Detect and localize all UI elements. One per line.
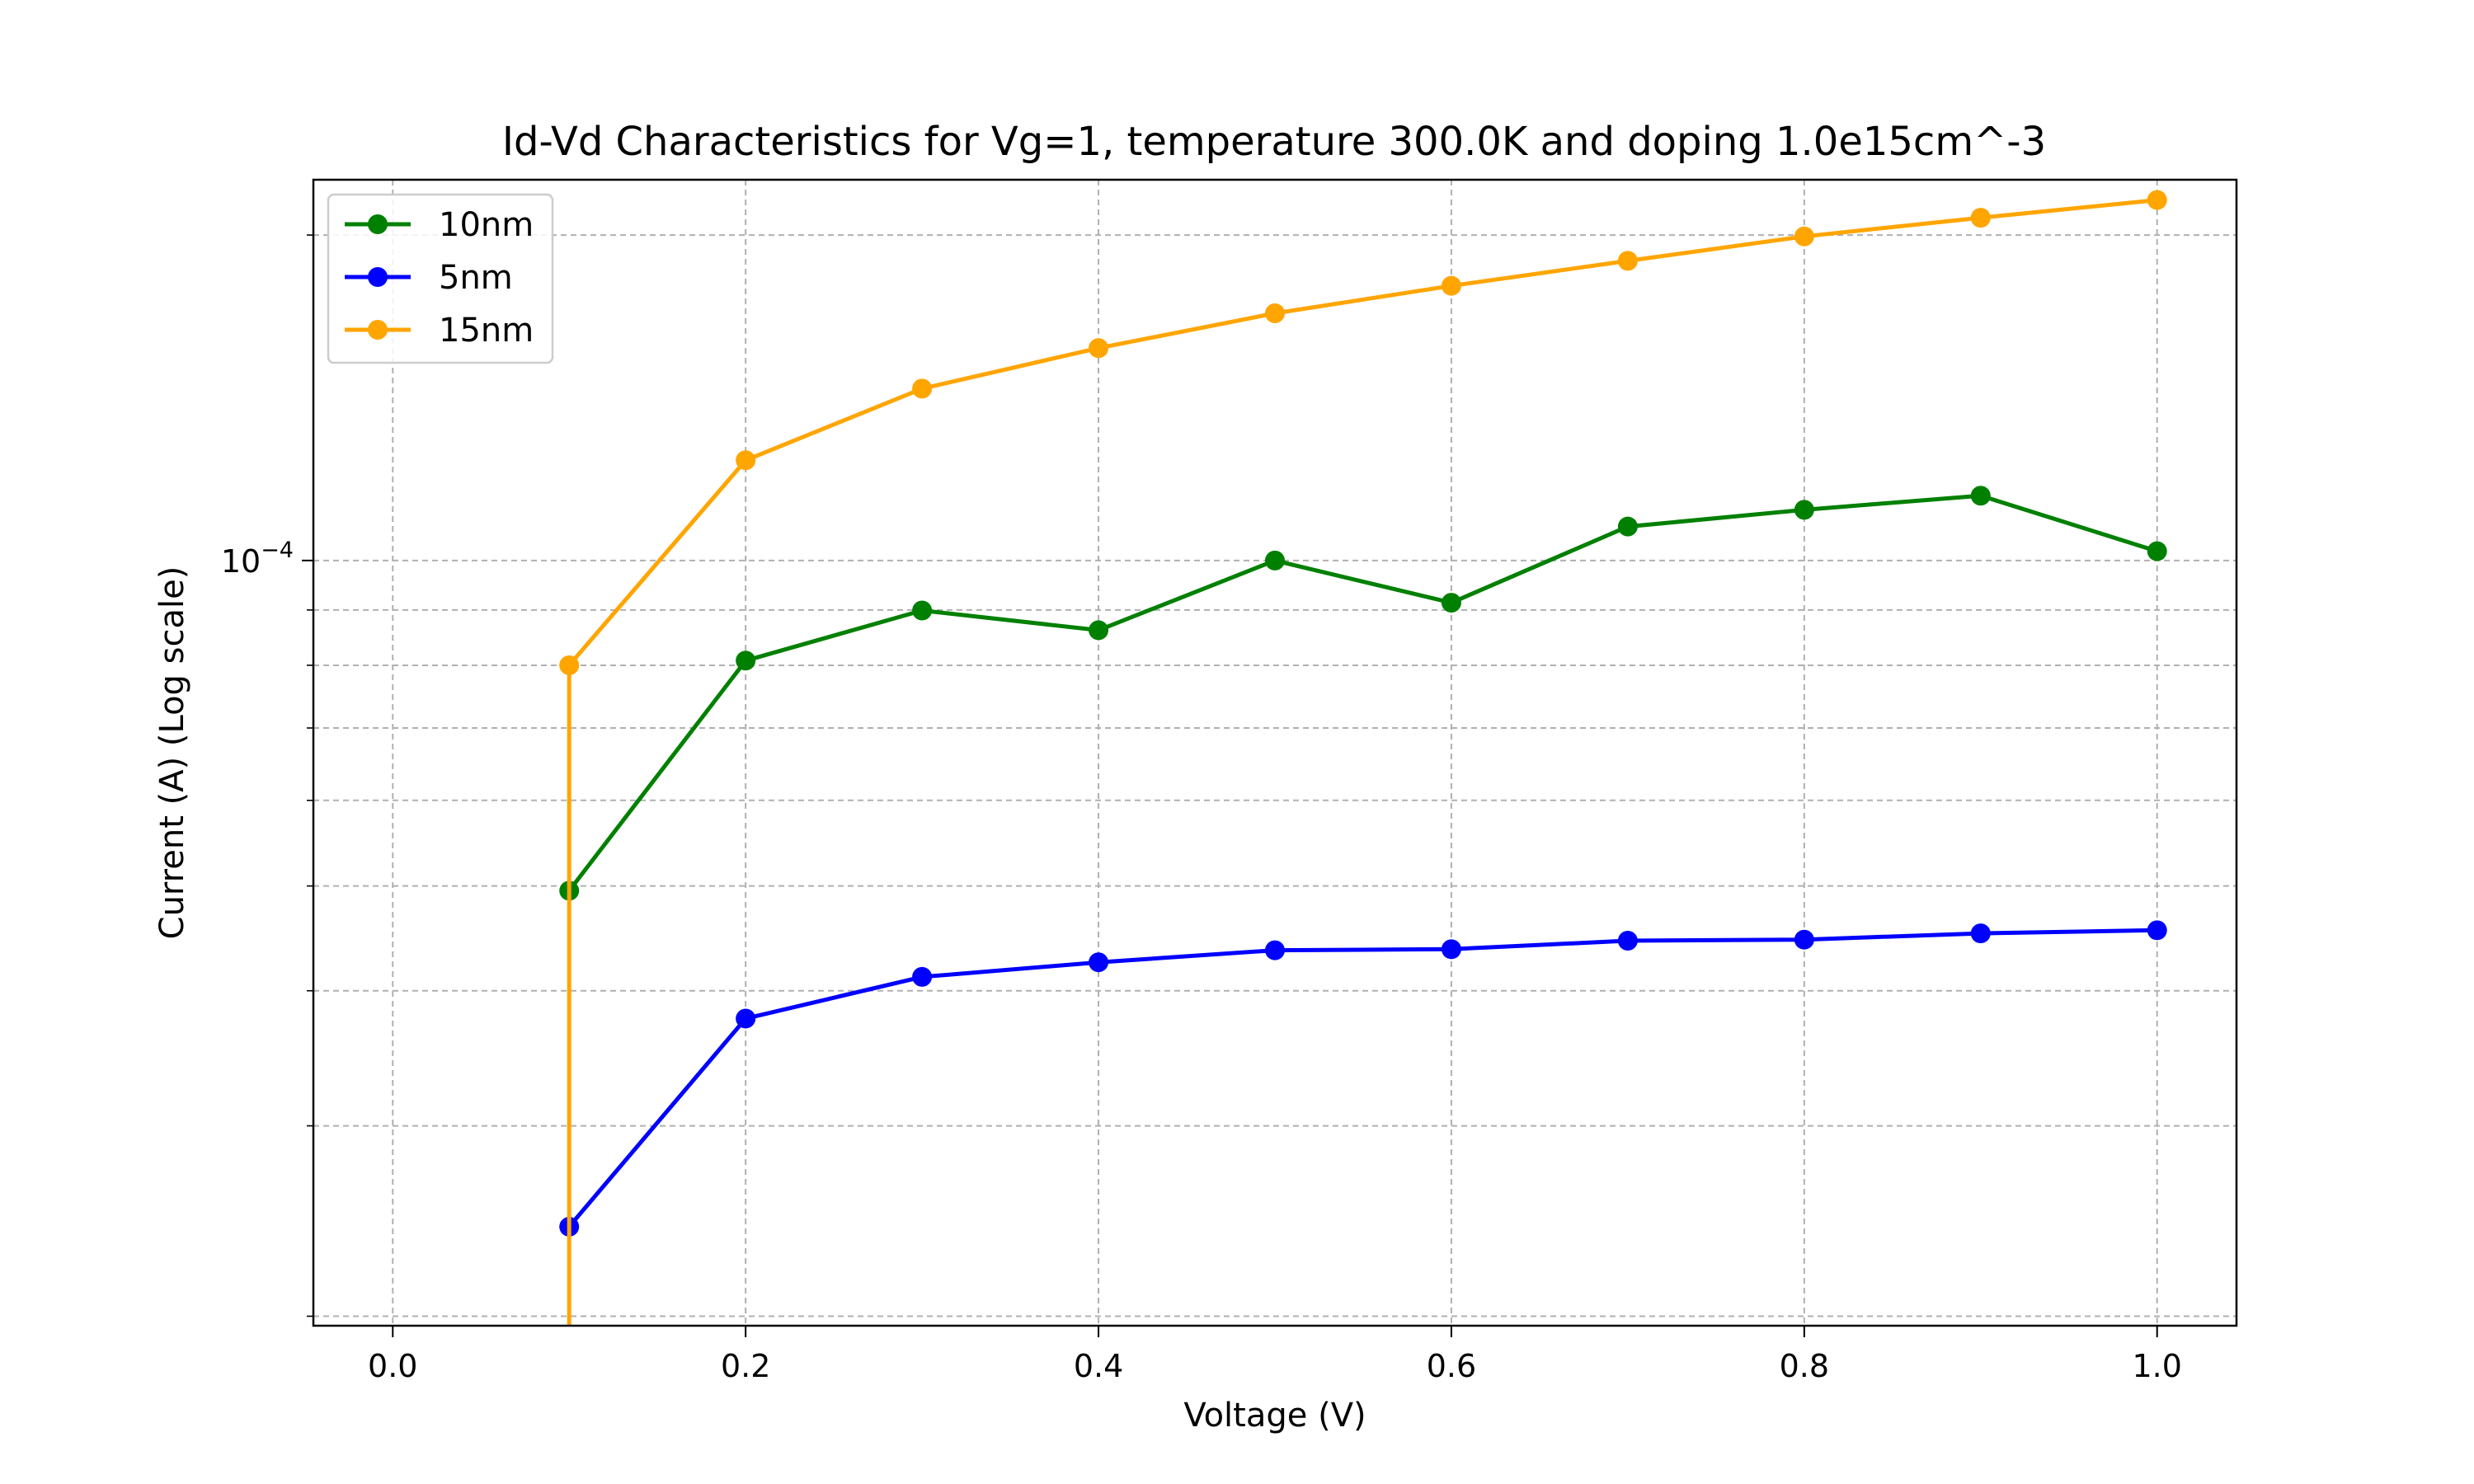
legend-marker (368, 320, 388, 340)
series-line (567, 928, 2157, 1228)
data-point (1441, 275, 1461, 296)
legend-box (327, 193, 554, 364)
data-point (1089, 620, 1109, 641)
data-point (912, 378, 933, 399)
data-point (736, 450, 756, 471)
data-point (1265, 303, 1285, 323)
series-layer (559, 190, 2167, 1326)
data-point (1970, 486, 1991, 506)
x-tick-label: 0.0 (368, 1348, 417, 1384)
data-point (912, 966, 933, 987)
y-axis-label: Current (A) (Log scale) (153, 566, 191, 940)
x-tick-label: 0.4 (1074, 1348, 1123, 1384)
legend-marker (368, 267, 388, 287)
legend-item: 15nm (345, 312, 534, 350)
data-point (736, 650, 756, 671)
data-point (1617, 251, 1638, 271)
series-10nm (559, 486, 2167, 901)
data-point (736, 1008, 756, 1029)
series-line (567, 493, 2158, 892)
data-point (1794, 500, 1814, 520)
y-tick-label: 10−4 (221, 538, 294, 580)
x-axis: 0.0 0.2 0.4 0.6 0.8 1.0 (368, 1326, 2182, 1384)
data-point (1970, 923, 1991, 944)
data-point (2147, 541, 2167, 561)
data-point (1617, 516, 1638, 537)
data-point (1794, 929, 1814, 950)
legend-item: 5nm (345, 259, 513, 297)
x-tick-label: 0.8 (1780, 1348, 1829, 1384)
data-point (1441, 939, 1461, 960)
legend-label: 10nm (439, 206, 534, 244)
data-point (2147, 190, 2167, 210)
data-point (2147, 920, 2167, 941)
x-tick-label: 0.6 (1427, 1348, 1476, 1384)
chart-title: Id-Vd Characteristics for Vg=1, temperat… (502, 119, 2046, 165)
series-15nm (559, 190, 2167, 1326)
data-point (559, 655, 580, 675)
legend-label: 5nm (439, 259, 513, 297)
data-point (1970, 208, 1991, 228)
x-axis-label: Voltage (V) (1183, 1397, 1366, 1435)
data-point (1265, 550, 1285, 571)
legend-item: 10nm (345, 206, 534, 244)
data-point (1265, 940, 1285, 960)
legend-label: 15nm (439, 312, 534, 350)
data-point (1617, 931, 1638, 951)
data-point (1794, 226, 1814, 247)
legend-marker (368, 214, 388, 234)
series-5nm (559, 920, 2167, 1237)
legend: 10nm 5nm 15nm (327, 193, 554, 364)
plot-frame (312, 178, 2238, 1327)
x-tick-label: 0.2 (721, 1348, 770, 1384)
y-axis: 10−4 (221, 234, 313, 1317)
data-point (1089, 338, 1109, 359)
data-point (1089, 952, 1109, 973)
x-tick-label: 1.0 (2133, 1348, 2182, 1384)
data-point (1441, 593, 1461, 613)
data-point (912, 600, 933, 621)
